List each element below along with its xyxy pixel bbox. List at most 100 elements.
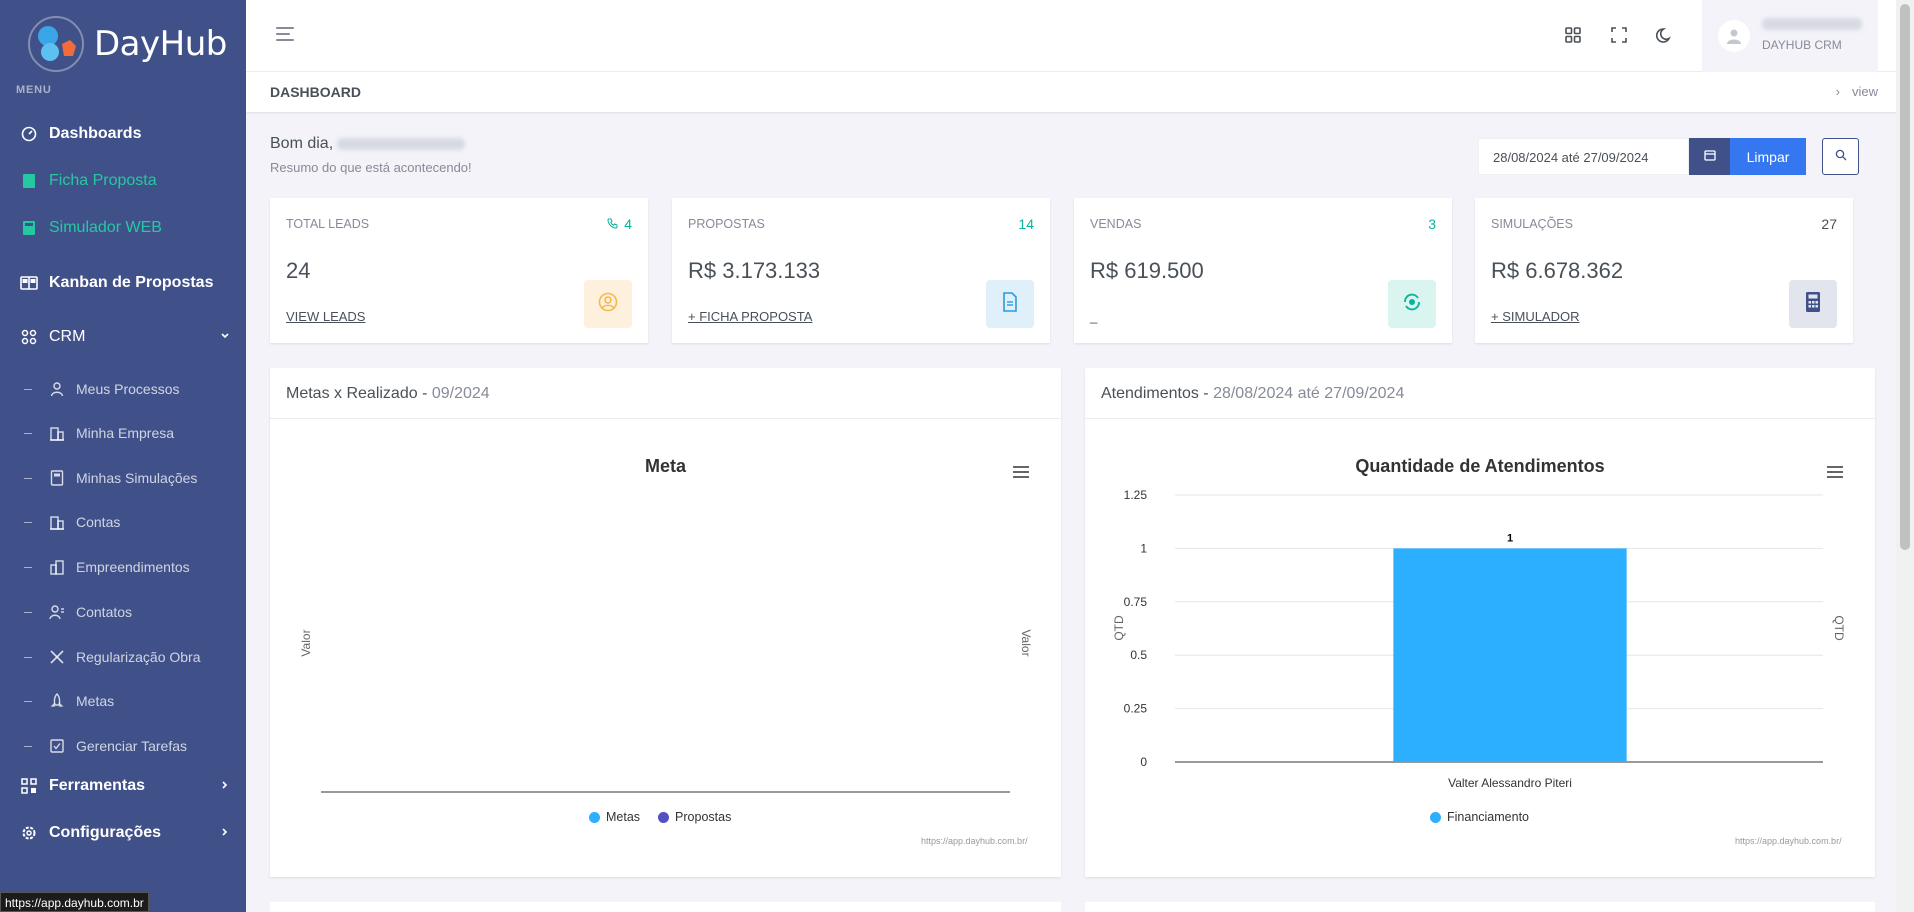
search-icon [1835, 148, 1847, 166]
qr-grid-icon [20, 777, 38, 795]
chevron-right-icon [220, 824, 230, 842]
legend-label[interactable]: Metas [606, 810, 641, 824]
user-circle-icon [597, 291, 619, 318]
y-tick-label: 0.75 [1124, 595, 1148, 609]
apps-grid-icon[interactable] [1562, 24, 1584, 46]
bottom-panel-right [1085, 902, 1875, 912]
card-badge [584, 280, 632, 328]
sidebar-subitem[interactable]: Metas [24, 692, 114, 710]
card-badge [986, 280, 1034, 328]
topbar: DAYHUB CRM [246, 0, 1896, 72]
stat-card-vendas: VENDAS 3 R$ 619.500 _ [1074, 198, 1452, 343]
scrollbar-thumb[interactable] [1900, 4, 1910, 550]
panel-header: Metas x Realizado - 09/2024 [270, 368, 1061, 419]
card-badge [1789, 280, 1837, 328]
atendimentos-chart: QTD QTD 0 0.25 0.5 0.75 1 1.25 1 Valter Aless… [1112, 488, 1846, 790]
bullet-dash [24, 388, 32, 390]
phone-icon [607, 216, 618, 232]
hamburger-menu-icon[interactable] [276, 27, 294, 41]
fullscreen-icon[interactable] [1608, 24, 1630, 46]
user-menu[interactable]: DAYHUB CRM [1702, 0, 1878, 72]
date-range-input[interactable]: 28/08/2024 até 27/09/2024 [1478, 138, 1689, 175]
sidebar-subitem[interactable]: Minhas Simulações [24, 469, 197, 487]
bar[interactable] [1393, 548, 1627, 762]
vendas-link: _ [1090, 309, 1098, 324]
speedometer-icon [20, 125, 38, 143]
data-label: 1 [1507, 532, 1513, 544]
legend-dot [658, 811, 670, 823]
sidebar-item-crm[interactable]: CRM [20, 328, 230, 346]
sidebar-item-simulador-web[interactable]: Simulador WEB [20, 219, 230, 237]
panel-header: Atendimentos - 28/08/2024 até 27/09/2024 [1085, 368, 1875, 419]
meta-legend: Metas Propostas [589, 810, 731, 824]
bullet-dash [24, 700, 32, 702]
chart-credit[interactable]: https://app.dayhub.com.br/ [1735, 836, 1842, 846]
breadcrumb[interactable]: › view [1836, 84, 1878, 99]
sidebar-subitem[interactable]: Gerenciar Tarefas [24, 737, 187, 755]
sidebar-subitem[interactable]: Contatos [24, 603, 132, 621]
sidebar-item-kanban[interactable]: Kanban de Propostas [20, 274, 230, 292]
meta-chart: Valor Valor [299, 629, 1033, 793]
simulador-link[interactable]: + SIMULADOR [1491, 309, 1580, 324]
calculator-icon [20, 219, 38, 237]
apps-icon [20, 328, 38, 346]
legend-label[interactable]: Propostas [675, 810, 732, 824]
card-label: VENDAS [1090, 217, 1142, 231]
moon-icon[interactable] [1654, 24, 1676, 46]
rocket-icon [48, 692, 66, 710]
chart-menu-icon[interactable] [1827, 466, 1843, 478]
tools-icon [48, 648, 66, 666]
sidebar-item-label: CRM [49, 328, 86, 345]
view-leads-link[interactable]: VIEW LEADS [286, 309, 366, 324]
sidebar-item-ferramentas[interactable]: Ferramentas [20, 777, 230, 795]
clear-button[interactable]: Limpar [1730, 138, 1806, 175]
chart-menu-icon[interactable] [1013, 466, 1029, 478]
sidebar-subitem-label: Contatos [76, 604, 133, 620]
sidebar-subitem[interactable]: Empreendimentos [24, 558, 190, 576]
legend-dot [1430, 811, 1441, 823]
legend-label[interactable]: Financiamento [1447, 810, 1529, 824]
greeting: Bom dia, [270, 135, 466, 153]
bottom-panel-left [270, 902, 1061, 912]
calendar-button[interactable] [1689, 138, 1730, 175]
sidebar-subitem-label: Minhas Simulações [76, 470, 198, 486]
document-icon [1000, 291, 1020, 318]
sidebar-subitem[interactable]: Minha Empresa [24, 424, 174, 442]
sidebar-item-label: Dashboards [49, 125, 142, 142]
sidebar-subitem[interactable]: Meus Processos [24, 380, 179, 398]
y-tick-label: 0.5 [1130, 648, 1147, 662]
brand[interactable]: DayHub [26, 14, 227, 74]
file-icon [20, 172, 38, 190]
sidebar-subitem[interactable]: Regularização Obra [24, 648, 201, 666]
scrollbar[interactable] [1896, 0, 1914, 912]
bullet-dash [24, 566, 32, 568]
sidebar-subitem[interactable]: Contas [24, 513, 120, 531]
bullet-dash [24, 432, 32, 434]
chart-title: Meta [644, 456, 686, 476]
sidebar-item-dashboards[interactable]: Dashboards [20, 125, 230, 143]
panel-period: 09/2024 [431, 385, 490, 402]
bullet-dash [24, 477, 32, 479]
bullet-dash [24, 521, 32, 523]
contacts-icon [48, 603, 66, 621]
bullet-dash [24, 745, 32, 747]
chevron-right-icon: › [1835, 84, 1840, 99]
sidebar-item-configuracoes[interactable]: Configurações [20, 824, 230, 842]
user-name-blurred [1762, 18, 1862, 30]
y-tick-label: 1 [1140, 541, 1147, 555]
panel-period: 28/08/2024 até 27/09/2024 [1213, 385, 1405, 402]
stat-card-propostas: PROPOSTAS 14 R$ 3.173.133 + FICHA PROPOS… [672, 198, 1050, 343]
search-button[interactable] [1822, 138, 1859, 175]
sidebar-subitem-label: Gerenciar Tarefas [76, 738, 188, 754]
greeting-subtitle: Resumo do que está acontecendo! [270, 160, 472, 175]
chart-credit[interactable]: https://app.dayhub.com.br/ [921, 836, 1028, 846]
ficha-proposta-link[interactable]: + FICHA PROPOSTA [688, 309, 813, 324]
sidebar-subitem-label: Contas [76, 514, 121, 530]
stat-card-simulacoes: SIMULAÇÕES 27 R$ 6.678.362 + SIMULADOR [1475, 198, 1853, 343]
y-axis-label: Valor [299, 629, 313, 656]
chart-title: Quantidade de Atendimentos [1355, 456, 1605, 476]
card-badge [1388, 280, 1436, 328]
sidebar-item-ficha-proposta[interactable]: Ficha Proposta [20, 172, 230, 190]
card-count-value: 27 [1821, 216, 1837, 232]
sidebar-item-label: Ficha Proposta [49, 172, 157, 189]
